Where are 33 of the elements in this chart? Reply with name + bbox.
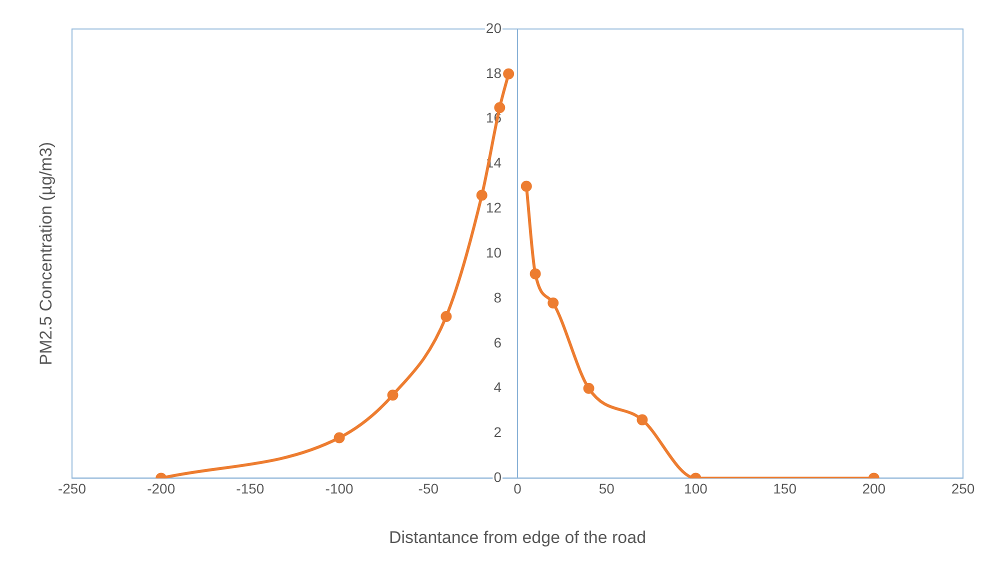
x-axis-title: Distantance from edge of the road	[388, 528, 646, 547]
y-tick-label: 10	[486, 244, 502, 260]
point	[387, 390, 398, 401]
x-tick-label: -50	[418, 480, 439, 496]
x-tick-label: 250	[951, 480, 975, 496]
x-tick-label: 100	[684, 480, 708, 496]
x-tick-label: -150	[236, 480, 264, 496]
y-tick-label: 6	[494, 334, 502, 350]
point	[334, 432, 345, 444]
y-tick-label: 18	[486, 64, 502, 81]
y-tick-label: 8	[494, 289, 502, 306]
x-tick-label: -100	[325, 480, 354, 496]
point	[503, 68, 514, 80]
x-tick-label: 0	[514, 480, 522, 496]
point	[520, 180, 532, 192]
point	[440, 310, 452, 322]
y-tick-label: 2	[494, 424, 502, 440]
y-tick-label: 12	[486, 200, 502, 216]
point	[494, 102, 506, 114]
point	[548, 298, 559, 309]
point	[636, 414, 648, 426]
y-tick-label: 20	[486, 20, 502, 36]
point	[476, 190, 488, 201]
x-tick-label: 50	[598, 480, 615, 496]
y-tick-label: 0	[494, 469, 502, 486]
point	[530, 268, 541, 280]
y-tick-label: 4	[494, 379, 502, 396]
y-axis-title: PM2.5 Concentration (µg/m3)	[36, 142, 56, 366]
point	[583, 382, 594, 394]
x-tick-label: 200	[862, 480, 886, 496]
x-tick-label: -200	[147, 480, 176, 496]
x-tick-label: 150	[773, 480, 797, 496]
x-tick-label: -250	[58, 480, 86, 496]
